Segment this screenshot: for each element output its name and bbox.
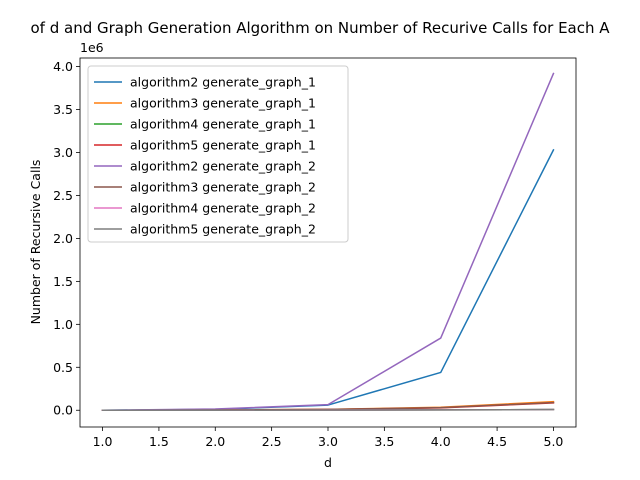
x-tick-label: 1.5 xyxy=(149,434,169,449)
x-tick-label: 1.0 xyxy=(93,434,113,449)
x-tick-label: 5.0 xyxy=(544,434,564,449)
legend-label-5: algorithm2 generate_graph_2 xyxy=(130,159,316,174)
legend-label-8: algorithm5 generate_graph_2 xyxy=(130,222,316,237)
chart-title: of d and Graph Generation Algorithm on N… xyxy=(30,19,610,37)
legend-label-1: algorithm2 generate_graph_1 xyxy=(130,75,316,90)
legend-label-2: algorithm3 generate_graph_1 xyxy=(130,96,316,111)
x-tick-label: 4.0 xyxy=(431,434,451,449)
y-tick-label: 0.5 xyxy=(53,360,73,375)
y-axis-title: Number of Recursive Calls xyxy=(28,160,43,325)
x-tick-label: 3.0 xyxy=(318,434,338,449)
legend-label-6: algorithm3 generate_graph_2 xyxy=(130,180,316,195)
legend-label-7: algorithm4 generate_graph_2 xyxy=(130,201,316,216)
x-tick-label: 4.5 xyxy=(487,434,507,449)
y-tick-label: 3.0 xyxy=(53,145,73,160)
y-tick-label: 2.5 xyxy=(53,188,73,203)
y-tick-label: 2.0 xyxy=(53,231,73,246)
y-tick-label: 1.5 xyxy=(53,274,73,289)
x-tick-label: 2.5 xyxy=(262,434,282,449)
series-line-8 xyxy=(101,408,555,411)
y-offset-label: 1e6 xyxy=(80,40,104,55)
y-tick-label: 0.0 xyxy=(53,403,73,418)
x-tick-label: 3.5 xyxy=(374,434,394,449)
plot-marks: 1.0 1.5 2.0 2.5 3.0 3.5 4.0 4.5 5.0 0.0 0.5 1.0 1.5 2… xyxy=(53,57,577,449)
x-axis-title: d xyxy=(324,455,332,470)
legend-label-4: algorithm5 generate_graph_1 xyxy=(130,138,316,153)
x-tick-label: 2.0 xyxy=(205,434,225,449)
legend-box xyxy=(87,65,349,243)
y-tick-label: 4.0 xyxy=(53,59,73,74)
y-tick-label: 3.5 xyxy=(53,102,73,117)
legend-label-3: algorithm4 generate_graph_1 xyxy=(130,117,316,132)
y-tick-label: 1.0 xyxy=(53,317,73,332)
